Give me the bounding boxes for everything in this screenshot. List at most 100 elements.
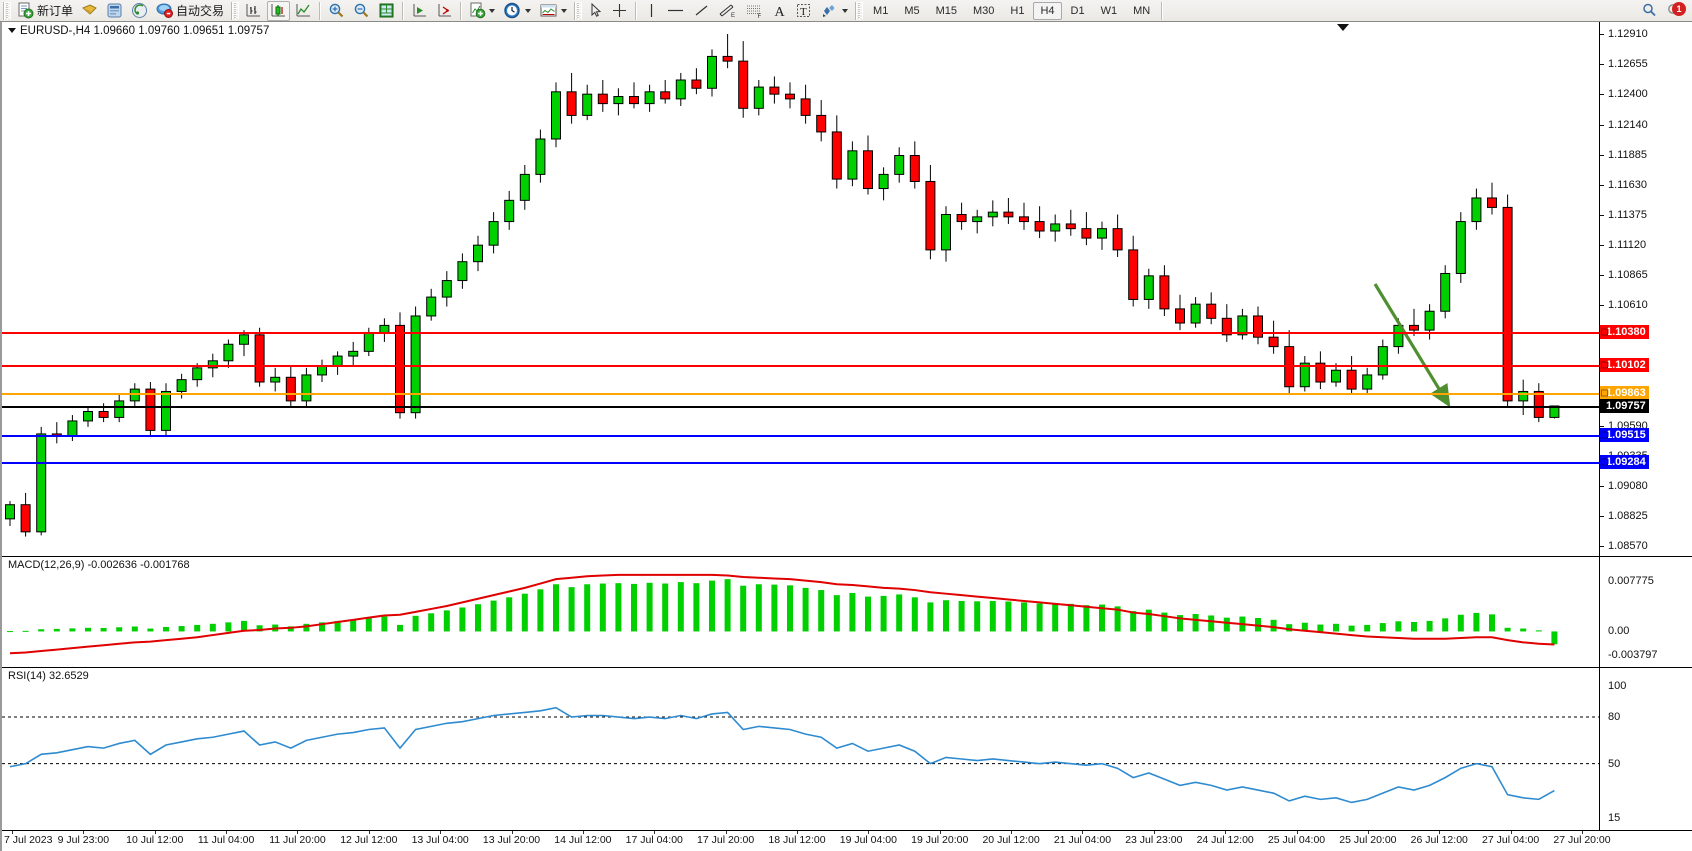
support-1-line[interactable] xyxy=(2,434,1602,437)
resistance-1-line[interactable] xyxy=(2,332,1602,335)
chart-canvas-area[interactable]: EURUSD-,H4 1.09660 1.09760 1.09651 1.097… xyxy=(0,22,1692,851)
fibonacci-button[interactable]: F xyxy=(742,1,767,21)
timeframe-m1[interactable]: M1 xyxy=(873,4,889,17)
chart-scroll-marker[interactable] xyxy=(1337,24,1349,31)
vline-icon xyxy=(650,4,652,17)
alerts-button[interactable]: 1 xyxy=(1663,1,1686,21)
timeframe-m5[interactable]: M5 xyxy=(904,4,920,17)
support-1-tag[interactable]: 1.09515 xyxy=(1600,427,1649,442)
new-order-button[interactable]: 新订单 xyxy=(14,1,76,21)
current-price-line[interactable] xyxy=(2,405,1602,408)
shapes-button[interactable] xyxy=(817,1,851,21)
time-axis-label: 7 Jul 2023 xyxy=(4,834,53,846)
vertical-line-button[interactable] xyxy=(641,1,661,21)
navigator-button[interactable] xyxy=(103,1,126,21)
indicator-dropdown-caret[interactable] xyxy=(489,8,496,13)
level-handle[interactable] xyxy=(1601,361,1608,369)
zoom-out-button[interactable] xyxy=(350,1,373,21)
support-2-tag[interactable]: 1.09284 xyxy=(1600,454,1649,469)
new-order-label: 新订单 xyxy=(37,4,74,18)
level-value: 1.10102 xyxy=(1606,359,1646,372)
data-window-button[interactable] xyxy=(78,1,101,21)
label-icon: T xyxy=(797,4,811,18)
price-axis-label: 1.08570 xyxy=(1608,540,1648,552)
price-axis-label: 1.10865 xyxy=(1608,269,1648,282)
symbol-header-text: EURUSD-,H4 1.09660 1.09760 1.09651 1.097… xyxy=(20,25,270,37)
equidistant-channel-button[interactable]: E xyxy=(715,1,740,21)
rsi-pane[interactable]: RSI(14) 32.6529 100 80 50 15 xyxy=(2,668,1692,831)
candlestick-chart-button[interactable] xyxy=(267,0,291,21)
rsi-axis-label: 50 xyxy=(1608,757,1621,770)
chart-menu-caret-icon[interactable] xyxy=(8,28,16,34)
pending-order-tag[interactable]: 1.09863 xyxy=(1600,386,1649,401)
macd-plot xyxy=(7,573,1558,655)
cursor-button[interactable] xyxy=(585,1,606,21)
time-axis-label: 23 Jul 23:00 xyxy=(1125,834,1183,846)
crosshair-icon xyxy=(613,4,627,17)
price-candles xyxy=(5,34,1560,537)
level-handle[interactable] xyxy=(1601,328,1608,336)
data-grid-button[interactable] xyxy=(375,1,398,21)
zoom-in-button[interactable] xyxy=(325,1,348,21)
rsi-axis-label: 80 xyxy=(1608,711,1621,724)
text-label-button[interactable]: T xyxy=(792,1,815,21)
autotrade-button[interactable]: 自动交易 xyxy=(153,1,227,21)
level-value: 1.10380 xyxy=(1606,326,1646,339)
price-axis-tick xyxy=(1600,485,1604,487)
toolbar-separator-1 xyxy=(319,1,322,20)
level-handle[interactable] xyxy=(1601,389,1608,397)
timeframe-d1[interactable]: D1 xyxy=(1070,4,1085,17)
add-indicator-button[interactable] xyxy=(466,1,498,21)
level-handle[interactable] xyxy=(1601,431,1608,439)
level-handle[interactable] xyxy=(1601,458,1608,466)
templates-dropdown-caret[interactable] xyxy=(561,8,568,13)
toolbar-grip-2[interactable] xyxy=(231,1,240,20)
trendline-button[interactable] xyxy=(690,1,713,21)
signals-button[interactable] xyxy=(128,1,151,21)
pending-order-line[interactable] xyxy=(2,393,1602,396)
toolbar-grip-1[interactable] xyxy=(3,1,11,20)
timeframe-h1[interactable]: H1 xyxy=(1010,4,1025,17)
toolbar-grip-4[interactable] xyxy=(855,1,864,20)
price-axis-tick xyxy=(1600,185,1604,186)
time-axis-label: 13 Jul 04:00 xyxy=(411,834,469,846)
support-2-line[interactable] xyxy=(2,461,1602,464)
timeframe-m15[interactable]: M15 xyxy=(935,4,957,17)
timeframe-h4[interactable]: H4 xyxy=(1033,1,1062,20)
period-dropdown-caret[interactable] xyxy=(525,8,532,13)
timeframe-m30[interactable]: M30 xyxy=(973,4,995,17)
toolbar-separator-5 xyxy=(1161,1,1164,20)
crosshair-button[interactable] xyxy=(608,1,631,21)
shift-end-button[interactable] xyxy=(433,1,456,21)
timeframe-w1[interactable]: W1 xyxy=(1100,4,1118,17)
price-pane[interactable]: EURUSD-,H4 1.09660 1.09760 1.09651 1.097… xyxy=(2,22,1692,556)
toolbar-separator-2 xyxy=(402,1,405,20)
navigator-icon xyxy=(107,3,122,18)
templates-button[interactable] xyxy=(536,1,570,21)
time-axis-label: 25 Jul 20:00 xyxy=(1339,834,1397,846)
price-macd-divider xyxy=(2,556,1692,557)
time-axis-label: 21 Jul 04:00 xyxy=(1053,834,1112,846)
macd-pane[interactable]: MACD(12,26,9) -0.002636 -0.001768 0.0077… xyxy=(2,557,1692,667)
toolbar-grip-3[interactable] xyxy=(574,1,583,20)
current-price-tag[interactable]: 1.09757 xyxy=(1600,398,1649,413)
shapes-dropdown-caret[interactable] xyxy=(842,8,849,13)
timeframe-mn[interactable]: MN xyxy=(1133,4,1151,17)
time-axis[interactable]: 7 Jul 2023 9 Jul 23:00 10 Jul 12:00 11 Jul … xyxy=(2,830,1692,851)
shift-start-button[interactable] xyxy=(408,1,431,21)
resistance-1-tag[interactable]: 1.10380 xyxy=(1600,325,1649,340)
horizontal-line-button[interactable] xyxy=(663,1,688,21)
zoom-in-icon xyxy=(329,3,344,18)
search-button[interactable] xyxy=(1638,1,1661,21)
line-chart-button[interactable] xyxy=(292,1,315,21)
time-axis-label: 27 Jul 04:00 xyxy=(1482,834,1540,846)
time-axis-tick xyxy=(1082,831,1084,834)
bar-chart-button[interactable] xyxy=(242,1,265,21)
text-button[interactable]: A xyxy=(769,1,790,21)
price-axis[interactable]: 1.12910 1.12655 1.12400 1.12140 1.11885 1.116… xyxy=(1599,22,1692,556)
period-button[interactable] xyxy=(500,1,534,21)
time-axis-tick xyxy=(582,831,584,834)
level-value: 1.09284 xyxy=(1606,455,1646,468)
resistance-2-line[interactable] xyxy=(2,365,1602,368)
resistance-2-tag[interactable]: 1.10102 xyxy=(1600,358,1649,373)
